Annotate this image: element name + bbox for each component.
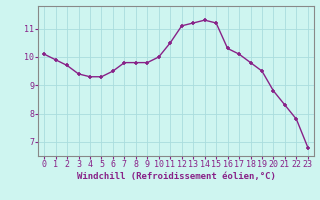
X-axis label: Windchill (Refroidissement éolien,°C): Windchill (Refroidissement éolien,°C) xyxy=(76,172,276,181)
